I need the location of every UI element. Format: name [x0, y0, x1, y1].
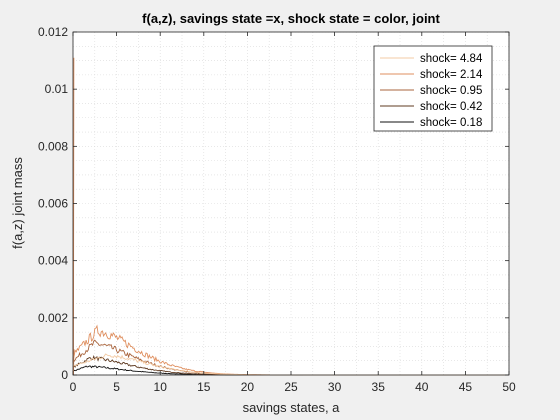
legend: shock= 4.84 shock= 2.14 shock= 0.95 shock= … — [374, 46, 492, 131]
x-tick-label: 35 — [372, 380, 386, 394]
legend-label: shock= 0.18 — [420, 117, 482, 129]
y-tick-label: 0.002 — [38, 311, 68, 325]
x-tick-label: 30 — [328, 380, 342, 394]
x-tick-label: 40 — [415, 380, 429, 394]
y-axis-label: f(a,z) joint mass — [10, 157, 25, 249]
legend-label: shock= 4.84 — [420, 53, 483, 65]
x-tick-label: 25 — [284, 380, 298, 394]
x-axis-label: savings states, a — [243, 400, 341, 415]
y-tick-label: 0.01 — [45, 82, 69, 96]
legend-label: shock= 0.42 — [420, 101, 482, 113]
x-tick-label: 45 — [459, 380, 473, 394]
x-tick-label: 10 — [154, 380, 168, 394]
x-tick-label: 5 — [113, 380, 120, 394]
y-tick-label: 0.006 — [38, 197, 68, 211]
x-tick-label: 20 — [241, 380, 255, 394]
y-tick-label: 0.004 — [38, 254, 68, 268]
x-tick-label: 50 — [502, 380, 516, 394]
y-tick-label: 0.008 — [38, 139, 68, 153]
y-tick-label: 0 — [61, 368, 68, 382]
x-tick-label: 15 — [197, 380, 211, 394]
legend-label: shock= 2.14 — [420, 69, 483, 81]
y-tick-label: 0.012 — [38, 25, 68, 39]
legend-label: shock= 0.95 — [420, 85, 482, 97]
x-tick-label: 0 — [70, 380, 77, 394]
chart-title: f(a,z), savings state =x, shock state = … — [142, 11, 440, 26]
